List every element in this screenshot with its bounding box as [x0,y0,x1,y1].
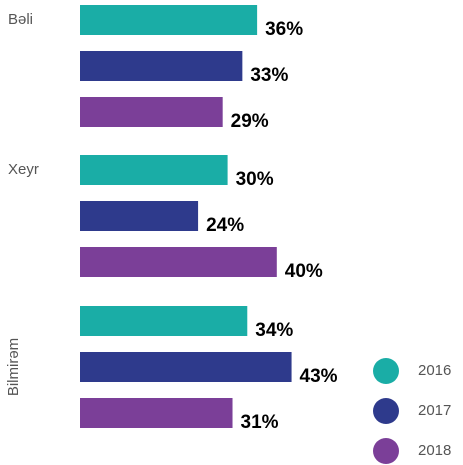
bar [80,51,243,81]
bar [80,247,277,277]
category-label: Bilmirəm [5,338,22,396]
legend-swatch [373,438,399,464]
bar [80,398,233,428]
legend-swatch [373,358,399,384]
value-label: 24% [206,215,244,236]
value-label: 33% [250,65,288,86]
value-label: 34% [255,320,293,341]
value-label: 31% [241,412,279,433]
category-label: Xeyr [8,161,39,178]
value-label: 43% [300,366,338,387]
legend-label: 2018 [418,442,451,459]
category-label: Bəli [8,11,33,28]
bar [80,5,258,35]
legend-swatch [373,398,399,424]
bar [80,97,223,127]
legend-label: 2016 [418,362,451,379]
bar [80,306,248,336]
bar [80,155,228,185]
value-label: 30% [236,169,274,190]
bar [80,201,199,231]
value-label: 36% [265,19,303,40]
value-label: 29% [231,111,269,132]
legend-label: 2017 [418,402,451,419]
bar [80,352,292,382]
value-label: 40% [285,261,323,282]
